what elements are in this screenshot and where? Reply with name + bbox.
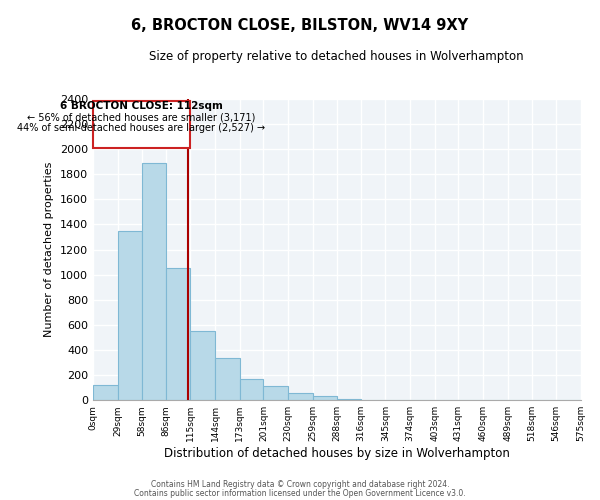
Title: Size of property relative to detached houses in Wolverhampton: Size of property relative to detached ho…	[149, 50, 524, 63]
Bar	[288, 392, 313, 400]
Bar	[239, 380, 263, 400]
FancyBboxPatch shape	[93, 102, 190, 148]
X-axis label: Distribution of detached houses by size in Wolverhampton: Distribution of detached houses by size …	[164, 447, 509, 460]
Bar	[118, 230, 142, 400]
Bar	[93, 384, 118, 400]
Bar	[166, 268, 190, 400]
Text: Contains HM Land Registry data © Crown copyright and database right 2024.: Contains HM Land Registry data © Crown c…	[151, 480, 449, 489]
Bar	[263, 386, 288, 400]
Text: ← 56% of detached houses are smaller (3,171): ← 56% of detached houses are smaller (3,…	[27, 112, 256, 122]
Bar	[215, 358, 239, 400]
Y-axis label: Number of detached properties: Number of detached properties	[44, 162, 55, 337]
Text: 6, BROCTON CLOSE, BILSTON, WV14 9XY: 6, BROCTON CLOSE, BILSTON, WV14 9XY	[131, 18, 469, 32]
Text: Contains public sector information licensed under the Open Government Licence v3: Contains public sector information licen…	[134, 488, 466, 498]
Text: 44% of semi-detached houses are larger (2,527) →: 44% of semi-detached houses are larger (…	[17, 123, 265, 133]
Bar	[190, 331, 215, 400]
Bar	[337, 399, 361, 400]
Text: 6 BROCTON CLOSE: 112sqm: 6 BROCTON CLOSE: 112sqm	[60, 102, 223, 112]
Bar	[313, 396, 337, 400]
Bar	[142, 163, 166, 400]
